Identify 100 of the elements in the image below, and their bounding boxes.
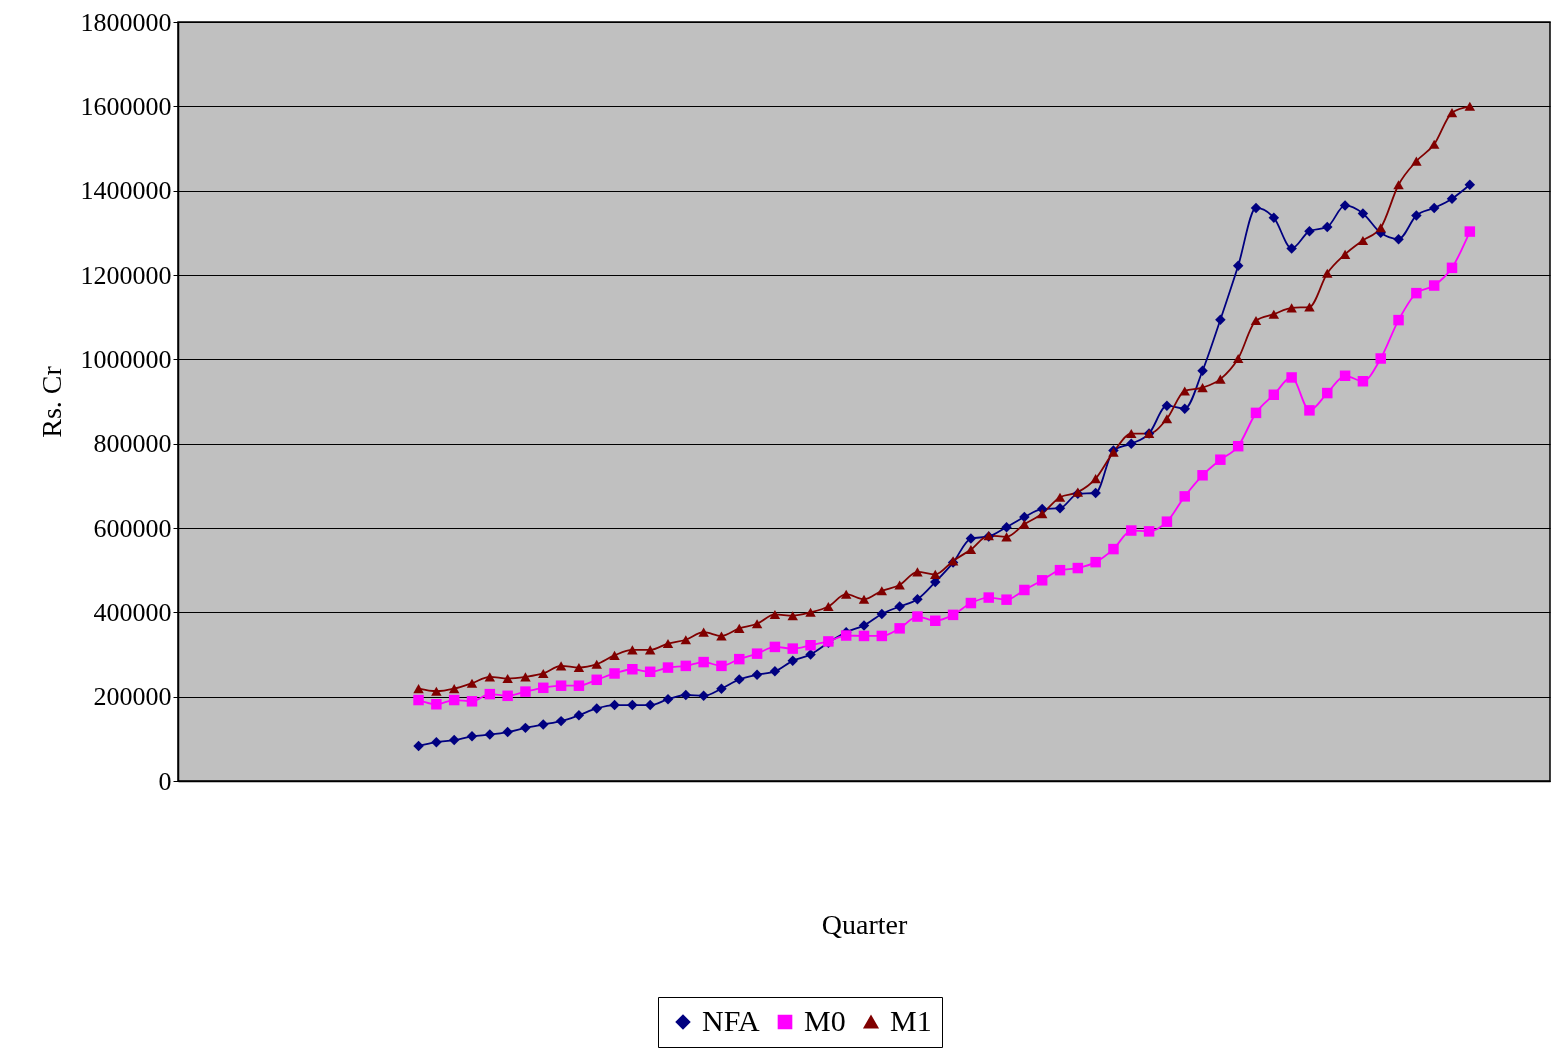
point xyxy=(840,589,852,599)
point xyxy=(502,726,513,738)
point xyxy=(1339,249,1351,259)
point xyxy=(698,690,709,702)
point xyxy=(1250,316,1262,326)
point xyxy=(1179,491,1190,502)
point xyxy=(1036,509,1048,519)
point xyxy=(555,661,567,671)
point xyxy=(698,627,709,637)
point xyxy=(466,731,478,742)
point xyxy=(805,607,816,617)
point xyxy=(1393,233,1404,245)
point xyxy=(1286,372,1297,383)
point xyxy=(1446,193,1458,204)
point xyxy=(1304,302,1315,312)
point xyxy=(1143,526,1155,537)
point xyxy=(1215,314,1226,325)
point xyxy=(1108,543,1119,555)
point xyxy=(1019,519,1030,529)
point xyxy=(716,660,727,672)
point xyxy=(1446,108,1458,118)
y-tick-label: 1200000 xyxy=(80,260,172,290)
point xyxy=(1339,370,1351,382)
point xyxy=(787,643,798,654)
point xyxy=(1232,353,1244,364)
y-tick-label: 200000 xyxy=(93,682,172,712)
point xyxy=(591,659,602,669)
point xyxy=(787,655,798,667)
point xyxy=(1179,386,1190,396)
point xyxy=(1161,400,1173,411)
point xyxy=(1322,387,1333,399)
x-axis-title: Quarter xyxy=(821,908,908,940)
point xyxy=(734,653,745,665)
point xyxy=(1446,262,1458,274)
y-tick-label: 800000 xyxy=(93,429,172,459)
point xyxy=(573,663,585,673)
point xyxy=(484,672,496,682)
point xyxy=(484,729,496,740)
point xyxy=(627,664,638,675)
point xyxy=(858,630,870,642)
point xyxy=(1090,556,1101,568)
point xyxy=(876,608,888,620)
point xyxy=(538,719,549,730)
point xyxy=(1375,353,1386,364)
point xyxy=(894,623,905,634)
point xyxy=(840,630,852,641)
point xyxy=(680,635,692,645)
point xyxy=(627,699,638,711)
point xyxy=(1304,405,1315,416)
point xyxy=(858,594,870,604)
point xyxy=(573,680,585,691)
point xyxy=(1464,179,1476,191)
point xyxy=(1232,260,1244,271)
point xyxy=(1357,235,1369,245)
point xyxy=(644,699,656,711)
point xyxy=(1411,156,1422,166)
y-tick-label: 1600000 xyxy=(80,91,172,121)
y-tick-label: 1800000 xyxy=(80,7,172,37)
point xyxy=(431,736,442,748)
point xyxy=(876,630,888,642)
point xyxy=(751,648,763,659)
point xyxy=(769,666,781,677)
y-axis-title: Rs. Cr xyxy=(35,365,67,438)
legend-label: NFA xyxy=(702,1004,761,1037)
point xyxy=(538,668,549,679)
y-tick-label: 0 xyxy=(158,766,172,796)
point xyxy=(1393,180,1404,190)
point xyxy=(1250,202,1262,214)
point xyxy=(1268,389,1280,400)
y-tick-label: 1000000 xyxy=(80,344,172,374)
point xyxy=(1250,407,1262,419)
y-tick-label: 1400000 xyxy=(80,176,172,206)
point xyxy=(1428,139,1440,149)
point xyxy=(520,686,531,697)
point xyxy=(1161,516,1173,527)
point xyxy=(448,684,460,694)
point xyxy=(680,660,692,672)
point xyxy=(894,601,905,612)
point xyxy=(1179,403,1190,414)
point xyxy=(751,669,763,680)
point xyxy=(413,740,424,752)
point xyxy=(573,709,585,721)
point xyxy=(912,611,923,622)
point xyxy=(1001,521,1012,533)
point xyxy=(502,673,513,684)
point xyxy=(858,620,870,631)
point xyxy=(644,666,656,678)
point xyxy=(609,650,620,660)
point xyxy=(520,722,531,734)
point xyxy=(787,611,798,621)
point xyxy=(466,696,478,707)
point xyxy=(1215,454,1226,465)
point xyxy=(983,592,994,603)
point xyxy=(947,609,959,621)
point xyxy=(1126,438,1137,449)
point xyxy=(912,594,923,605)
point xyxy=(1411,287,1422,299)
point xyxy=(716,631,727,641)
point xyxy=(769,609,781,619)
point xyxy=(680,689,692,701)
